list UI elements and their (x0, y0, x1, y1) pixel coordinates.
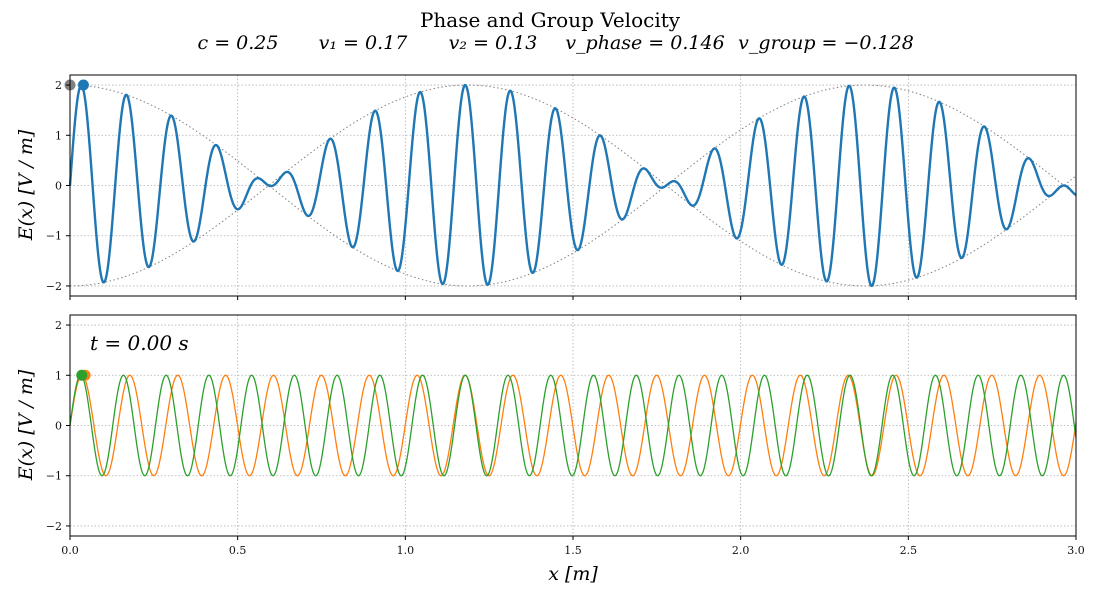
bottom-ylabel: E(x) [V / m] (15, 369, 37, 481)
top-grid (69, 75, 1077, 296)
bot-xtick-label-1: 0.5 (229, 544, 247, 557)
bot-xtick-label-3: 1.5 (564, 544, 582, 557)
bot-xtick-label-6: 3.0 (1067, 544, 1085, 557)
param-v1: v₁ = 0.17 (319, 32, 409, 54)
top-series-sum (68, 83, 1077, 287)
top-series-envelope-upper (69, 84, 1077, 287)
param-v2: v₂ = 0.13 (449, 32, 538, 54)
param-vphase: v_phase = 0.146 (565, 32, 724, 54)
bottom-markers (76, 369, 91, 381)
bot-xtick-label-4: 2.0 (732, 544, 750, 557)
bot-ytick-label-1: −1 (46, 470, 62, 483)
top-xticks (69, 296, 1077, 300)
top-panel: −2 −1 0 1 2 E(x) [V / m] (15, 74, 1077, 300)
bot-xtick-label-0: 0.0 (61, 544, 79, 557)
bot-ytick-label-0: −2 (46, 520, 62, 533)
top-ytick-label-0: −2 (46, 280, 62, 293)
bottom-yticks: −2 −1 0 1 2 (46, 319, 70, 533)
bot-xtick-label-5: 2.5 (900, 544, 918, 557)
param-c: c = 0.25 (198, 32, 279, 54)
top-ytick-label-3: 1 (55, 129, 62, 142)
top-series (68, 83, 1077, 287)
top-series-envelope-lower (69, 84, 1077, 287)
bottom-panel: −2 −1 0 1 2 0.0 0.5 1.0 1.5 2.0 2.5 3.0 E(x) [V / … (15, 314, 1085, 585)
top-yticks: −2 −1 0 1 2 (46, 79, 70, 293)
chart-title: Phase and Group Velocity (420, 8, 681, 32)
time-annotation: t = 0.00 s (90, 331, 189, 355)
top-ytick-label-4: 2 (55, 79, 62, 92)
bottom-series (69, 374, 1077, 477)
bot-ytick-label-2: 0 (55, 420, 62, 433)
bot-series-wave-2 (69, 374, 1077, 477)
bottom-xticks: 0.0 0.5 1.0 1.5 2.0 2.5 3.0 (61, 536, 1085, 557)
bot-marker-1 (76, 369, 88, 381)
param-vgroup: v_group = −0.128 (738, 32, 914, 54)
x-axis-label: x [m] (548, 563, 598, 585)
bot-ytick-label-4: 2 (55, 319, 62, 332)
top-ytick-label-1: −1 (46, 230, 62, 243)
top-ylabel: E(x) [V / m] (15, 129, 37, 241)
top-marker-1 (77, 79, 89, 91)
top-ytick-label-2: 0 (55, 180, 62, 193)
top-envelope (69, 84, 1077, 287)
bot-xtick-label-2: 1.0 (397, 544, 415, 557)
bot-series-wave-1 (69, 374, 1077, 477)
bot-ytick-label-3: 1 (55, 369, 62, 382)
